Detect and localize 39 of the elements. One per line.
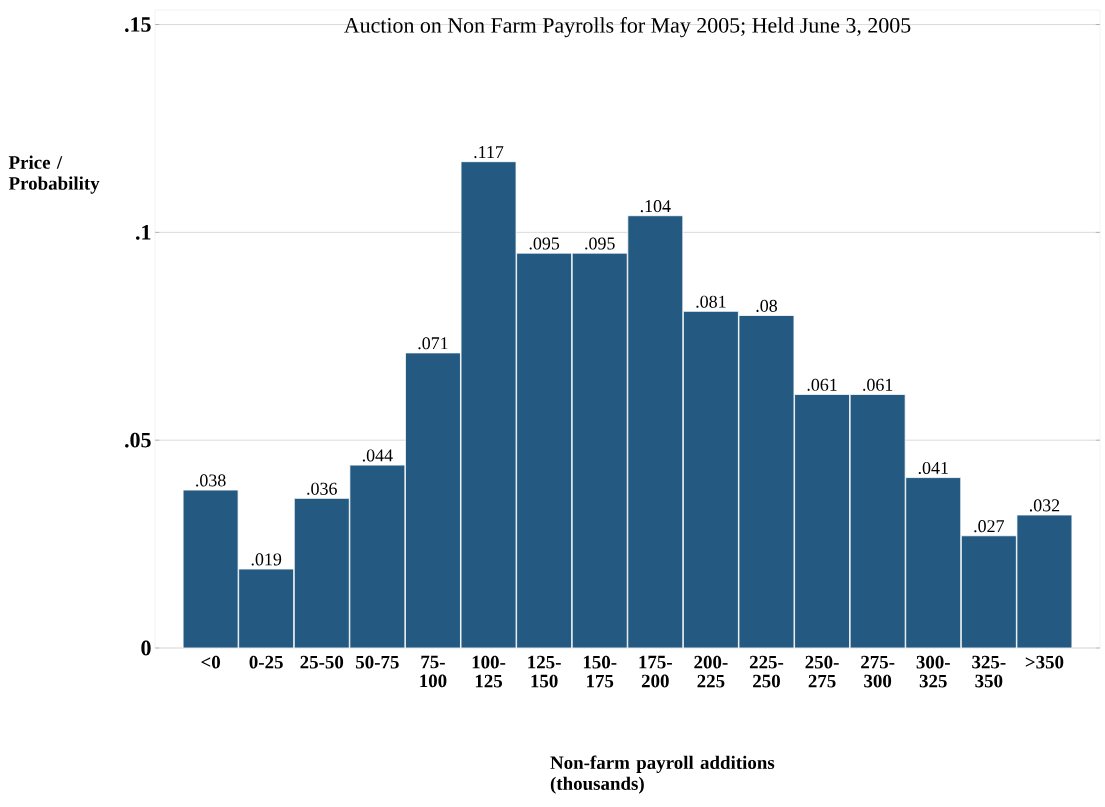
x-tick-label: 25-50 <box>300 655 344 669</box>
y-tick-label: .15 <box>125 17 151 32</box>
x-tick-label: 175-200 <box>639 655 672 688</box>
data-label: .08 <box>756 299 777 312</box>
x-tick-label: 150-175 <box>583 655 617 688</box>
x-axis-title: Non-farm payroll additions (thousands) <box>550 755 775 794</box>
x-tick-label: 250-275 <box>805 655 839 688</box>
x-tick-label: 225-250 <box>749 655 784 688</box>
data-label: .032 <box>1029 499 1060 512</box>
data-label: .117 <box>474 146 504 159</box>
x-tick-label: 0-25 <box>249 655 283 669</box>
data-label: .104 <box>640 200 671 213</box>
data-label: .061 <box>807 378 837 391</box>
data-label: .044 <box>362 449 393 462</box>
data-label: .041 <box>918 461 948 475</box>
data-label: .038 <box>196 474 226 487</box>
y-tick-label: .05 <box>125 432 151 448</box>
data-label: .071 <box>418 337 448 350</box>
y-axis-title: Price / Probability <box>8 155 100 194</box>
x-tick-label: 325-350 <box>972 655 1006 688</box>
x-tick-label: 275-300 <box>861 655 895 688</box>
chart-title: Auction on Non Farm Payrolls for May 2005; Held June 3, 2005 <box>344 17 911 38</box>
x-tick-label: 75-100 <box>420 655 447 688</box>
x-tick-label: 200-225 <box>694 655 728 688</box>
data-label: .027 <box>974 520 1005 533</box>
data-label: .081 <box>696 295 726 308</box>
y-tick-label: 0 <box>141 640 151 656</box>
y-tick-label: .1 <box>136 224 151 240</box>
data-label: .036 <box>307 482 337 495</box>
data-label: .019 <box>251 553 282 566</box>
data-label: .061 <box>863 378 893 391</box>
data-label: .095 <box>529 237 560 250</box>
x-tick-label: 100-125 <box>472 655 506 688</box>
x-tick-label: 125-150 <box>528 655 561 688</box>
x-tick-label: >350 <box>1025 655 1064 669</box>
x-tick-label: 50-75 <box>356 655 399 669</box>
x-tick-label: <0 <box>201 655 220 669</box>
data-label: .095 <box>585 237 615 250</box>
x-tick-label: 300-325 <box>916 655 950 688</box>
